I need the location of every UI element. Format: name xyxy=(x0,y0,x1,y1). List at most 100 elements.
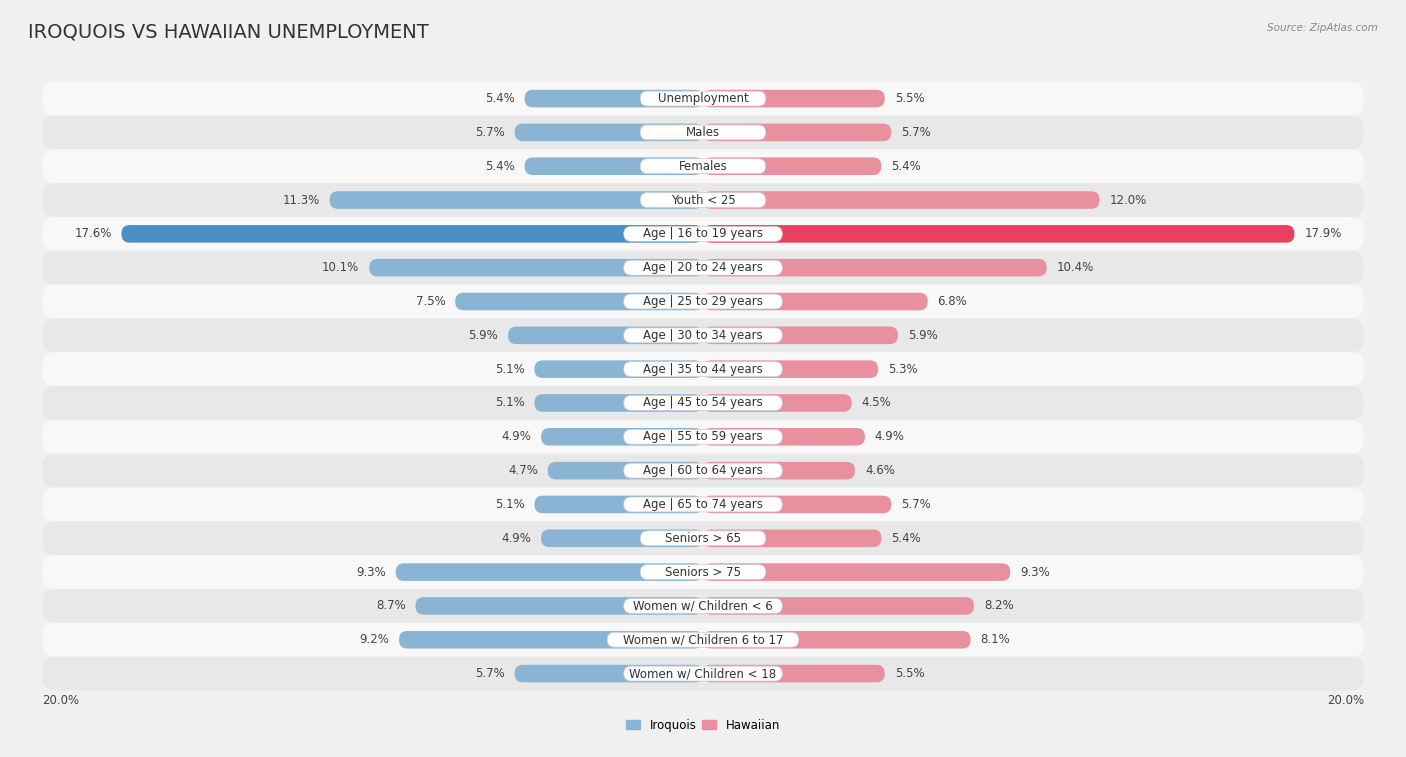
FancyBboxPatch shape xyxy=(515,123,703,142)
FancyBboxPatch shape xyxy=(703,259,1046,276)
FancyBboxPatch shape xyxy=(703,394,852,412)
FancyBboxPatch shape xyxy=(703,597,974,615)
Text: 5.7%: 5.7% xyxy=(901,498,931,511)
FancyBboxPatch shape xyxy=(541,428,703,446)
Legend: Iroquois, Hawaiian: Iroquois, Hawaiian xyxy=(621,714,785,737)
Text: 5.3%: 5.3% xyxy=(889,363,918,375)
Text: Youth < 25: Youth < 25 xyxy=(671,194,735,207)
Text: 5.1%: 5.1% xyxy=(495,498,524,511)
Text: Age | 65 to 74 years: Age | 65 to 74 years xyxy=(643,498,763,511)
Text: 5.5%: 5.5% xyxy=(894,667,924,680)
Text: Women w/ Children < 6: Women w/ Children < 6 xyxy=(633,600,773,612)
Text: 4.5%: 4.5% xyxy=(862,397,891,410)
Text: 10.1%: 10.1% xyxy=(322,261,360,274)
FancyBboxPatch shape xyxy=(42,149,1364,183)
FancyBboxPatch shape xyxy=(624,599,782,613)
Text: 17.9%: 17.9% xyxy=(1305,227,1341,241)
FancyBboxPatch shape xyxy=(508,326,703,344)
Text: 6.8%: 6.8% xyxy=(938,295,967,308)
FancyBboxPatch shape xyxy=(42,453,1364,488)
FancyBboxPatch shape xyxy=(456,293,703,310)
Text: 5.4%: 5.4% xyxy=(891,160,921,173)
FancyBboxPatch shape xyxy=(329,192,703,209)
FancyBboxPatch shape xyxy=(624,429,782,444)
FancyBboxPatch shape xyxy=(42,285,1364,319)
Text: Females: Females xyxy=(679,160,727,173)
Text: 20.0%: 20.0% xyxy=(42,694,79,707)
Text: 5.9%: 5.9% xyxy=(468,329,498,342)
Text: 9.3%: 9.3% xyxy=(356,565,385,578)
FancyBboxPatch shape xyxy=(548,462,703,479)
Text: Women w/ Children 6 to 17: Women w/ Children 6 to 17 xyxy=(623,634,783,646)
Text: 4.6%: 4.6% xyxy=(865,464,894,477)
FancyBboxPatch shape xyxy=(703,90,884,107)
Text: 17.6%: 17.6% xyxy=(75,227,111,241)
FancyBboxPatch shape xyxy=(121,225,703,243)
FancyBboxPatch shape xyxy=(42,420,1364,453)
FancyBboxPatch shape xyxy=(515,665,703,682)
FancyBboxPatch shape xyxy=(42,555,1364,589)
FancyBboxPatch shape xyxy=(541,529,703,547)
FancyBboxPatch shape xyxy=(416,597,703,615)
FancyBboxPatch shape xyxy=(624,396,782,410)
FancyBboxPatch shape xyxy=(640,125,766,140)
FancyBboxPatch shape xyxy=(703,293,928,310)
FancyBboxPatch shape xyxy=(42,319,1364,352)
Text: 4.9%: 4.9% xyxy=(502,430,531,444)
FancyBboxPatch shape xyxy=(399,631,703,649)
FancyBboxPatch shape xyxy=(42,386,1364,420)
Text: 4.9%: 4.9% xyxy=(875,430,904,444)
Text: 5.7%: 5.7% xyxy=(901,126,931,139)
FancyBboxPatch shape xyxy=(524,90,703,107)
FancyBboxPatch shape xyxy=(624,294,782,309)
FancyBboxPatch shape xyxy=(640,565,766,580)
Text: 4.7%: 4.7% xyxy=(508,464,537,477)
FancyBboxPatch shape xyxy=(624,362,782,376)
FancyBboxPatch shape xyxy=(534,360,703,378)
Text: Seniors > 75: Seniors > 75 xyxy=(665,565,741,578)
Text: Seniors > 65: Seniors > 65 xyxy=(665,531,741,545)
Text: Women w/ Children < 18: Women w/ Children < 18 xyxy=(630,667,776,680)
Text: Age | 55 to 59 years: Age | 55 to 59 years xyxy=(643,430,763,444)
FancyBboxPatch shape xyxy=(703,123,891,142)
FancyBboxPatch shape xyxy=(703,665,884,682)
FancyBboxPatch shape xyxy=(42,352,1364,386)
Text: 12.0%: 12.0% xyxy=(1109,194,1147,207)
FancyBboxPatch shape xyxy=(534,394,703,412)
Text: 9.2%: 9.2% xyxy=(360,634,389,646)
FancyBboxPatch shape xyxy=(703,496,891,513)
Text: Age | 25 to 29 years: Age | 25 to 29 years xyxy=(643,295,763,308)
Text: 5.7%: 5.7% xyxy=(475,667,505,680)
FancyBboxPatch shape xyxy=(703,157,882,175)
FancyBboxPatch shape xyxy=(640,192,766,207)
Text: 5.9%: 5.9% xyxy=(908,329,938,342)
FancyBboxPatch shape xyxy=(42,488,1364,522)
Text: Source: ZipAtlas.com: Source: ZipAtlas.com xyxy=(1267,23,1378,33)
FancyBboxPatch shape xyxy=(42,589,1364,623)
Text: 5.1%: 5.1% xyxy=(495,397,524,410)
Text: Age | 45 to 54 years: Age | 45 to 54 years xyxy=(643,397,763,410)
Text: 5.5%: 5.5% xyxy=(894,92,924,105)
FancyBboxPatch shape xyxy=(624,497,782,512)
Text: 5.4%: 5.4% xyxy=(485,92,515,105)
Text: Age | 30 to 34 years: Age | 30 to 34 years xyxy=(643,329,763,342)
Text: 7.5%: 7.5% xyxy=(416,295,446,308)
Text: 5.4%: 5.4% xyxy=(485,160,515,173)
Text: Age | 35 to 44 years: Age | 35 to 44 years xyxy=(643,363,763,375)
FancyBboxPatch shape xyxy=(42,116,1364,149)
Text: Age | 16 to 19 years: Age | 16 to 19 years xyxy=(643,227,763,241)
FancyBboxPatch shape xyxy=(703,326,898,344)
Text: 5.1%: 5.1% xyxy=(495,363,524,375)
FancyBboxPatch shape xyxy=(703,462,855,479)
FancyBboxPatch shape xyxy=(703,192,1099,209)
FancyBboxPatch shape xyxy=(395,563,703,581)
Text: 20.0%: 20.0% xyxy=(1327,694,1364,707)
FancyBboxPatch shape xyxy=(703,529,882,547)
Text: 5.4%: 5.4% xyxy=(891,531,921,545)
Text: Males: Males xyxy=(686,126,720,139)
Text: Age | 20 to 24 years: Age | 20 to 24 years xyxy=(643,261,763,274)
Text: Unemployment: Unemployment xyxy=(658,92,748,105)
FancyBboxPatch shape xyxy=(42,217,1364,251)
FancyBboxPatch shape xyxy=(624,328,782,343)
Text: 8.7%: 8.7% xyxy=(375,600,405,612)
